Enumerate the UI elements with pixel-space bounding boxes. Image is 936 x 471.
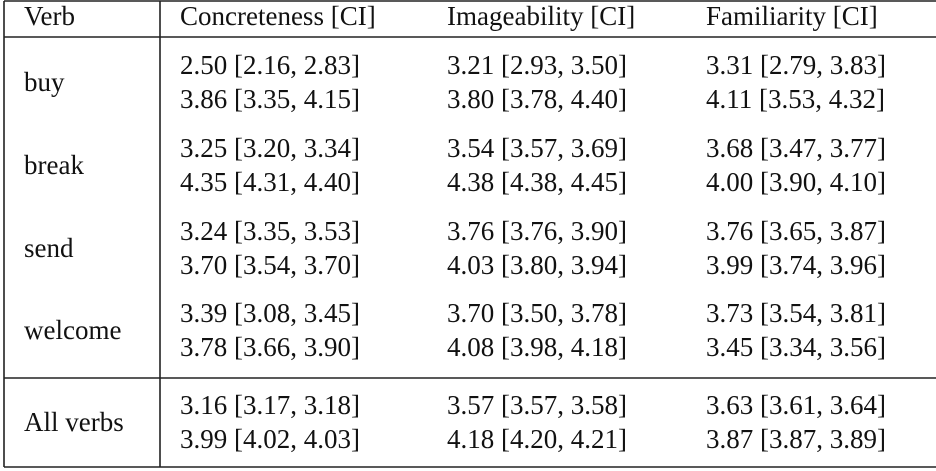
value-cell: 3.99 [4.02, 4.03] xyxy=(180,424,360,454)
value-cell: 3.70 [3.54, 3.70] xyxy=(180,250,360,280)
value-cell: 3.25 [3.20, 3.34] xyxy=(180,133,360,163)
value-cell: 4.03 [3.80, 3.94] xyxy=(447,250,627,280)
value-cell: 4.00 [3.90, 4.10] xyxy=(706,167,886,197)
value-cell: 4.18 [4.20, 4.21] xyxy=(447,424,627,454)
header-cell: Imageability [CI] xyxy=(447,1,635,31)
value-cell: 3.68 [3.47, 3.77] xyxy=(706,133,886,163)
verb-cell: buy xyxy=(24,67,65,97)
value-cell: 3.63 [3.61, 3.64] xyxy=(706,390,886,420)
value-cell: 3.99 [3.74, 3.96] xyxy=(706,250,886,280)
value-cell: 3.73 [3.54, 3.81] xyxy=(706,298,886,328)
value-cell: 3.21 [2.93, 3.50] xyxy=(447,50,627,80)
value-cell: 3.31 [2.79, 3.83] xyxy=(706,50,886,80)
verb-cell: All verbs xyxy=(24,407,124,437)
verb-cell: send xyxy=(24,233,74,263)
value-cell: 3.78 [3.66, 3.90] xyxy=(180,332,360,362)
value-cell: 3.80 [3.78, 4.40] xyxy=(447,84,627,114)
value-cell: 4.35 [4.31, 4.40] xyxy=(180,167,360,197)
value-cell: 3.86 [3.35, 4.15] xyxy=(180,84,360,114)
verb-cell: welcome xyxy=(24,315,121,345)
header-cell: Verb xyxy=(24,1,75,31)
value-cell: 3.39 [3.08, 3.45] xyxy=(180,298,360,328)
value-cell: 3.16 [3.17, 3.18] xyxy=(180,390,360,420)
header-cell: Concreteness [CI] xyxy=(180,1,376,31)
value-cell: 4.08 [3.98, 4.18] xyxy=(447,332,627,362)
value-cell: 3.76 [3.76, 3.90] xyxy=(447,216,627,246)
value-cell: 4.38 [4.38, 4.45] xyxy=(447,167,627,197)
value-cell: 3.57 [3.57, 3.58] xyxy=(447,390,627,420)
value-cell: 3.54 [3.57, 3.69] xyxy=(447,133,627,163)
value-cell: 3.87 [3.87, 3.89] xyxy=(706,424,886,454)
verb-cell: break xyxy=(24,150,84,180)
value-cell: 3.76 [3.65, 3.87] xyxy=(706,216,886,246)
value-cell: 4.11 [3.53, 4.32] xyxy=(706,84,885,114)
value-cell: 3.70 [3.50, 3.78] xyxy=(447,298,627,328)
value-cell: 3.45 [3.34, 3.56] xyxy=(706,332,886,362)
header-cell: Familiarity [CI] xyxy=(706,1,878,31)
value-cell: 2.50 [2.16, 2.83] xyxy=(180,50,360,80)
value-cell: 3.24 [3.35, 3.53] xyxy=(180,216,360,246)
